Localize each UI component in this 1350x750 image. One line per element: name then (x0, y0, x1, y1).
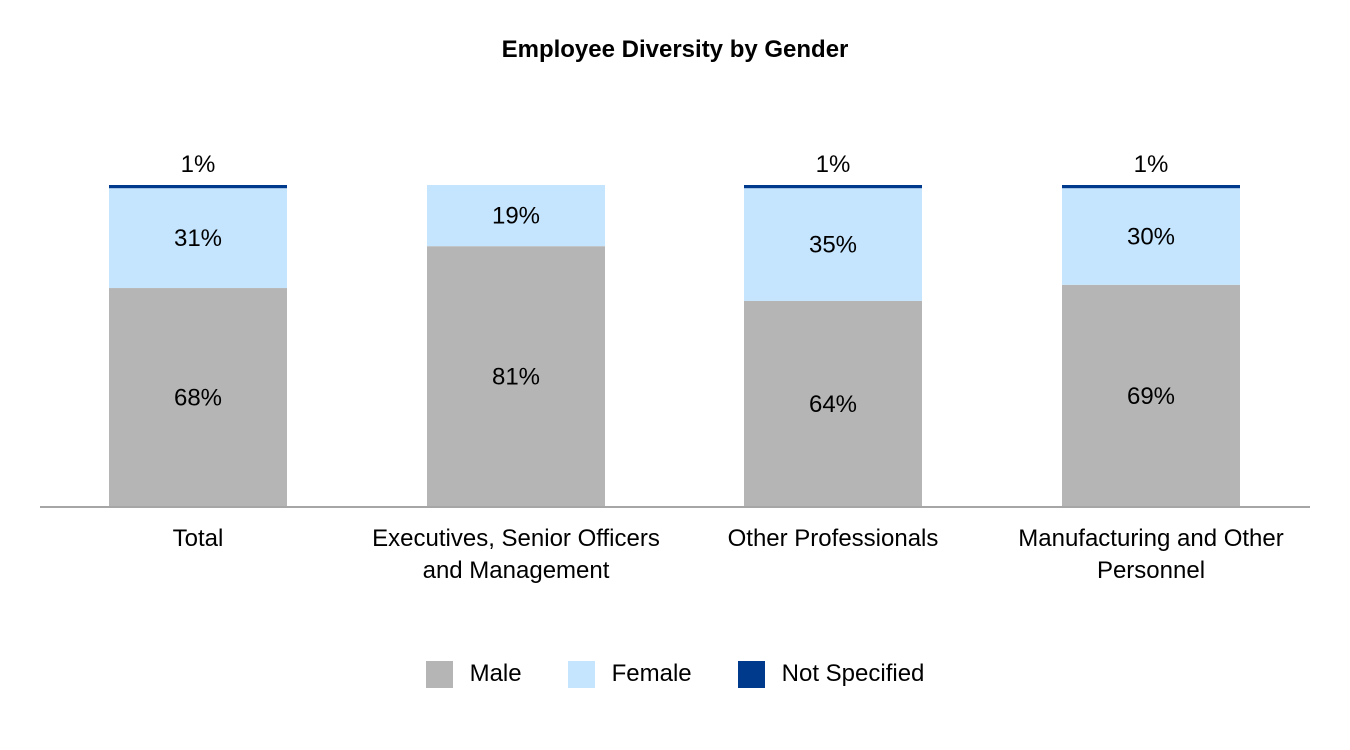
bar-female-3 (1062, 188, 1240, 285)
data-label-female-2: 35% (809, 232, 857, 259)
legend-item-female: Female (567, 660, 692, 688)
data-label-female-1: 19% (492, 203, 540, 230)
data-label-male-2: 64% (809, 391, 857, 418)
data-label-male-1: 81% (492, 364, 540, 391)
legend-label-male: Male (469, 660, 522, 687)
legend-item-male: Male (425, 660, 522, 688)
category-label-manufacturing: Manufacturing and Other Personnel (1018, 525, 1284, 584)
bar-not-specified-0 (109, 185, 287, 189)
data-label-not-specified-3: 1% (1134, 151, 1169, 178)
data-label-male-0: 68% (174, 385, 222, 412)
data-label-female-0: 31% (174, 225, 222, 252)
data-label-female-3: 30% (1127, 224, 1175, 251)
chart-title: Employee Diversity by Gender (501, 36, 849, 63)
data-label-not-specified-0: 1% (181, 151, 216, 178)
bar-male-1 (427, 246, 605, 507)
bar-not-specified-3 (1062, 185, 1240, 189)
bars-group: 68% 31% 1% 81% 19% 64% 35% 1% 69% 30% 1% (109, 151, 1240, 507)
bar-female-1 (427, 185, 605, 247)
bar-male-2 (744, 300, 922, 507)
data-label-male-3: 69% (1127, 383, 1175, 410)
bar-female-0 (109, 188, 287, 289)
data-label-not-specified-2: 1% (816, 151, 851, 178)
legend-swatch-not-specified (737, 660, 765, 688)
bar-female-2 (744, 188, 922, 301)
legend-label-female: Female (611, 660, 692, 687)
category-label-total: Total (172, 525, 224, 552)
bar-not-specified-2 (744, 185, 922, 189)
bar-male-3 (1062, 284, 1240, 507)
legend-item-not-specified: Not Specified (737, 660, 925, 688)
legend: Male Female Not Specified (0, 660, 1350, 688)
legend-swatch-male (425, 660, 453, 688)
bar-male-0 (109, 288, 287, 507)
category-label-other-professionals: Other Professionals (727, 525, 939, 552)
category-label-executives: Executives, Senior Officers and Manageme… (372, 525, 660, 584)
legend-swatch-female (567, 660, 595, 688)
legend-label-not-specified: Not Specified (781, 660, 925, 687)
